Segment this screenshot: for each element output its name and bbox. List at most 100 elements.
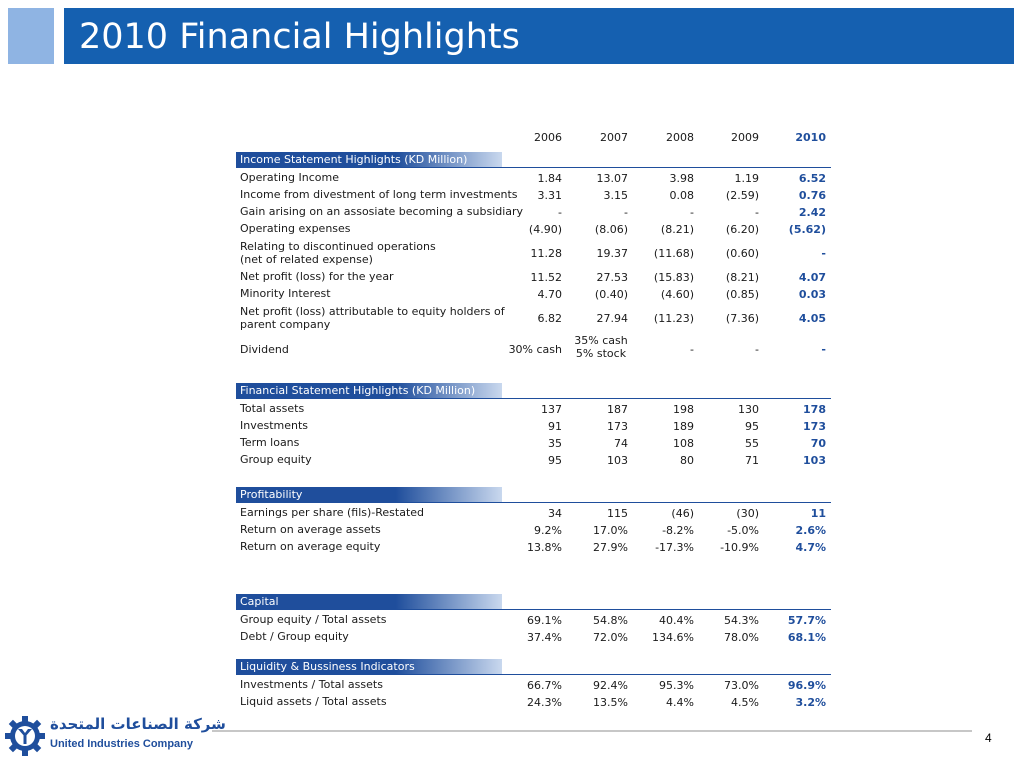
table-row: Operating expenses (4.90) (8.06) (8.21) …	[236, 221, 831, 238]
cell: (8.21)	[660, 223, 694, 236]
row-label: Earnings per share (fils)-Restated	[240, 506, 425, 519]
cell: 134.6%	[652, 631, 694, 644]
cell: (11.68)	[653, 247, 694, 260]
cell: 3.31	[537, 189, 563, 202]
cell-current: -	[821, 343, 826, 356]
table-row: Minority Interest 4.70 (0.40) (4.60) (0.…	[236, 286, 831, 303]
page-title: 2010 Financial Highlights	[79, 17, 520, 57]
cell-current: 4.05	[798, 312, 826, 325]
year-header: 2009	[731, 131, 759, 144]
row-label: Liquid assets / Total assets	[240, 695, 387, 708]
gear-logo-icon	[5, 716, 45, 756]
cell: -	[690, 343, 694, 356]
footer-divider	[212, 730, 972, 732]
title-accent-square	[8, 8, 54, 64]
row-label-line: parent company	[240, 318, 331, 331]
cell-line: 5% stock	[575, 347, 627, 360]
row-label: Term loans	[240, 436, 300, 449]
row-label-line: Relating to discontinued operations	[240, 240, 436, 253]
cell: 4.4%	[666, 696, 694, 709]
row-label: Return on average equity	[240, 540, 381, 553]
table-row: Net profit (loss) for the year 11.52 27.…	[236, 269, 831, 286]
cell: 69.1%	[527, 614, 562, 627]
cell-current: 103	[803, 454, 826, 467]
cell-current: 6.52	[798, 172, 826, 185]
section-title: Income Statement Highlights (KD Million)	[236, 152, 502, 167]
cell: -	[755, 343, 759, 356]
cell: 80	[680, 454, 694, 467]
cell: 71	[745, 454, 759, 467]
cell-current: (5.62)	[788, 223, 826, 236]
row-label: Dividend	[240, 343, 289, 356]
cell: 108	[673, 437, 694, 450]
cell-current: 11	[810, 507, 826, 520]
cell: 1.84	[537, 172, 563, 185]
cell: 27.9%	[593, 541, 628, 554]
cell-current: 4.07	[798, 271, 826, 284]
section-rule	[236, 609, 831, 610]
cell: (30)	[736, 507, 759, 520]
cell: 198	[673, 403, 694, 416]
row-label: Minority Interest	[240, 287, 331, 300]
cell: 11.52	[530, 271, 563, 284]
row-label: Relating to discontinued operations (net …	[240, 240, 436, 266]
cell: 73.0%	[724, 679, 759, 692]
table-row: Net profit (loss) attributable to equity…	[236, 303, 831, 334]
financial-highlights-table: 2006 2007 2008 2009 2010 Income Statemen…	[236, 126, 831, 711]
cell: 189	[673, 420, 694, 433]
row-label: Investments / Total assets	[240, 678, 383, 691]
cell: 17.0%	[593, 524, 628, 537]
year-header-current: 2010	[795, 131, 826, 144]
cell: (8.21)	[725, 271, 759, 284]
profitability-section: Profitability Earnings per share (fils)-…	[236, 487, 831, 556]
cell: 78.0%	[724, 631, 759, 644]
cell: 13.8%	[527, 541, 562, 554]
table-row: Liquid assets / Total assets 24.3% 13.5%…	[236, 694, 831, 711]
cell: (0.60)	[725, 247, 759, 260]
row-label: Total assets	[240, 402, 305, 415]
table-row: Group equity 95 103 80 71 103	[236, 452, 831, 469]
cell: 3.15	[603, 189, 629, 202]
row-label-line: Net profit (loss) attributable to equity…	[240, 305, 505, 318]
section-title: Financial Statement Highlights (KD Milli…	[236, 383, 502, 398]
cell: 1.19	[734, 172, 760, 185]
cell-current: 178	[803, 403, 826, 416]
cell: (11.23)	[653, 312, 694, 325]
section-title: Liquidity & Bussiness Indicators	[236, 659, 502, 674]
cell: 30% cash	[508, 343, 562, 356]
company-name-english: United Industries Company	[50, 738, 194, 750]
cell: -17.3%	[655, 541, 694, 554]
cell: 27.53	[596, 271, 629, 284]
cell: 4.70	[537, 288, 563, 301]
year-header-row: 2006 2007 2008 2009 2010	[236, 126, 831, 152]
cell: 54.3%	[724, 614, 759, 627]
cell: 35	[548, 437, 562, 450]
cell: 130	[738, 403, 759, 416]
section-rule	[236, 502, 831, 503]
section-rule	[236, 674, 831, 675]
cell: -5.0%	[727, 524, 759, 537]
row-label: Group equity / Total assets	[240, 613, 387, 626]
year-header: 2007	[600, 131, 628, 144]
cell: 24.3%	[527, 696, 562, 709]
cell-two-line: 35% cash 5% stock	[566, 334, 636, 360]
cell: 34	[548, 507, 562, 520]
cell: 3.98	[669, 172, 695, 185]
cell: 19.37	[596, 247, 629, 260]
section-rule	[236, 398, 831, 399]
cell: 115	[607, 507, 628, 520]
cell: (0.40)	[594, 288, 628, 301]
cell: 37.4%	[527, 631, 562, 644]
cell: 55	[745, 437, 759, 450]
section-rule	[236, 167, 831, 168]
row-label: Net profit (loss) for the year	[240, 270, 394, 283]
table-row: Income from divestment of long term inve…	[236, 187, 831, 204]
cell: (4.90)	[528, 223, 562, 236]
cell: (2.59)	[725, 189, 759, 202]
table-row: Earnings per share (fils)-Restated 34 11…	[236, 505, 831, 522]
row-label: Gain arising on an assosiate becoming a …	[240, 205, 524, 218]
table-row: Term loans 35 74 108 55 70	[236, 435, 831, 452]
row-label: Investments	[240, 419, 309, 432]
row-label: Operating expenses	[240, 222, 351, 235]
cell: -8.2%	[662, 524, 694, 537]
